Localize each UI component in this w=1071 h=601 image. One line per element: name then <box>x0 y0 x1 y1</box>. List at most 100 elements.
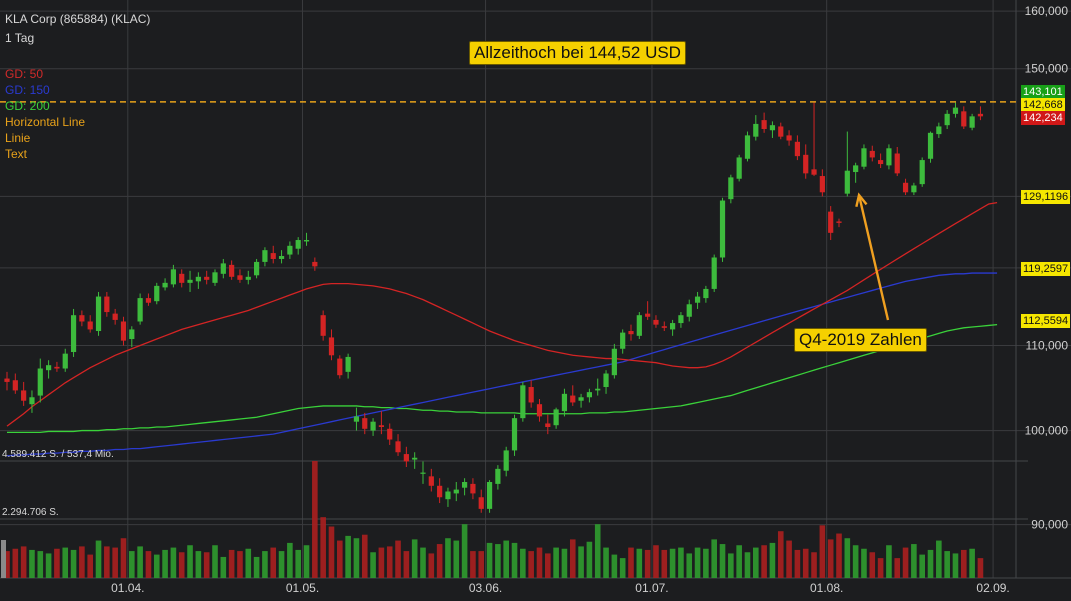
candle-body <box>620 332 626 349</box>
candle-body <box>853 165 859 173</box>
candle <box>811 101 817 177</box>
candle-body <box>54 366 60 369</box>
volume-bar <box>162 549 168 578</box>
candle-body <box>445 491 451 500</box>
candle-body <box>636 315 642 336</box>
moving-averages <box>6 201 998 457</box>
candle <box>653 315 659 328</box>
candle-body <box>694 296 701 303</box>
candle <box>636 312 642 340</box>
volume-bar <box>320 517 326 578</box>
volume-bar <box>45 553 52 578</box>
volume-bar <box>761 545 767 578</box>
volume-bar <box>669 548 676 578</box>
legend-gd200[interactable]: GD: 200 <box>5 99 50 113</box>
y-tick-label: 100,000 <box>1025 424 1069 438</box>
candle-body <box>12 380 18 391</box>
candle-body <box>179 273 185 283</box>
candle-body <box>570 395 576 403</box>
legend-text[interactable]: Text <box>5 147 28 161</box>
x-tick-label: 03.06. <box>469 581 502 595</box>
volume-bar <box>486 542 493 578</box>
price-tag-gd150: 119,2597 <box>1021 262 1071 276</box>
volume-bar <box>428 553 435 578</box>
candle <box>969 113 975 131</box>
candle-body <box>977 113 984 117</box>
ath-annotation[interactable]: Allzeithoch bei 144,52 USD <box>469 41 686 65</box>
candle <box>154 282 160 305</box>
candle-body <box>969 116 975 128</box>
legend-gd50[interactable]: GD: 50 <box>5 67 44 81</box>
candle <box>4 371 10 391</box>
candle <box>836 218 842 228</box>
volume-bar <box>203 552 210 578</box>
candle-body <box>129 329 135 340</box>
chart-interval[interactable]: 1 Tag <box>5 31 35 45</box>
volume-bar <box>470 551 476 578</box>
candle-body <box>786 135 792 141</box>
candle <box>878 153 884 169</box>
candle <box>37 358 43 403</box>
candle <box>661 321 667 332</box>
volume-bar <box>345 535 351 578</box>
price-tag-low: 142,234 <box>1021 111 1065 125</box>
candle <box>320 310 326 341</box>
candle <box>345 353 351 379</box>
date-axis[interactable]: 01.04. 01.05. 03.06. 01.07. 01.08. 02.09. <box>111 581 1010 595</box>
candle <box>470 478 476 500</box>
candle-body <box>553 409 559 426</box>
candle <box>944 110 950 129</box>
ma150-line <box>6 272 998 457</box>
candle <box>719 197 726 262</box>
candle <box>703 285 709 303</box>
candle-body <box>229 264 235 277</box>
legend-linie[interactable]: Linie <box>5 131 31 145</box>
volume-bar <box>927 549 934 578</box>
volume-bar <box>79 546 85 578</box>
candle-body <box>412 457 418 460</box>
volume-bar <box>636 548 643 578</box>
candle <box>486 480 493 513</box>
candle-body <box>578 397 584 401</box>
volume-bar <box>819 525 826 578</box>
candle-body <box>378 425 384 428</box>
candle-body <box>29 397 35 405</box>
candle <box>303 232 310 246</box>
candle <box>312 257 318 271</box>
candle <box>12 373 18 394</box>
volume-bar <box>536 547 543 578</box>
candle <box>927 131 934 163</box>
candle-body <box>595 388 601 391</box>
volume-bar <box>753 547 759 578</box>
candle-body <box>794 141 800 157</box>
candle <box>46 360 52 379</box>
candle-body <box>170 269 176 285</box>
candle <box>819 169 825 197</box>
candle <box>278 250 285 264</box>
volume-bar <box>861 548 867 578</box>
candle-body <box>437 485 443 498</box>
volume-bar <box>886 545 892 578</box>
candle-body <box>586 392 592 398</box>
q4-annotation[interactable]: Q4-2019 Zahlen <box>794 328 927 352</box>
price-tag-gd200: 112,5594 <box>1021 314 1071 328</box>
volume-bar <box>528 551 534 578</box>
candlesticks <box>4 101 984 513</box>
candle <box>145 293 152 306</box>
x-tick-label: 01.04. <box>111 581 144 595</box>
legend-horizontal-line[interactable]: Horizontal Line <box>5 115 86 129</box>
candle <box>595 378 601 396</box>
volume-bar <box>54 548 60 578</box>
candle-body <box>95 296 102 332</box>
volume-bar <box>711 539 717 578</box>
candle <box>977 106 984 121</box>
legend-gd150[interactable]: GD: 150 <box>5 83 50 97</box>
candle <box>420 461 426 484</box>
candle <box>803 144 809 179</box>
candle-body <box>462 481 468 488</box>
volume-bar <box>403 551 410 578</box>
y-tick-label: 150,000 <box>1025 62 1069 76</box>
candle-body <box>328 337 335 356</box>
candle <box>686 299 692 322</box>
